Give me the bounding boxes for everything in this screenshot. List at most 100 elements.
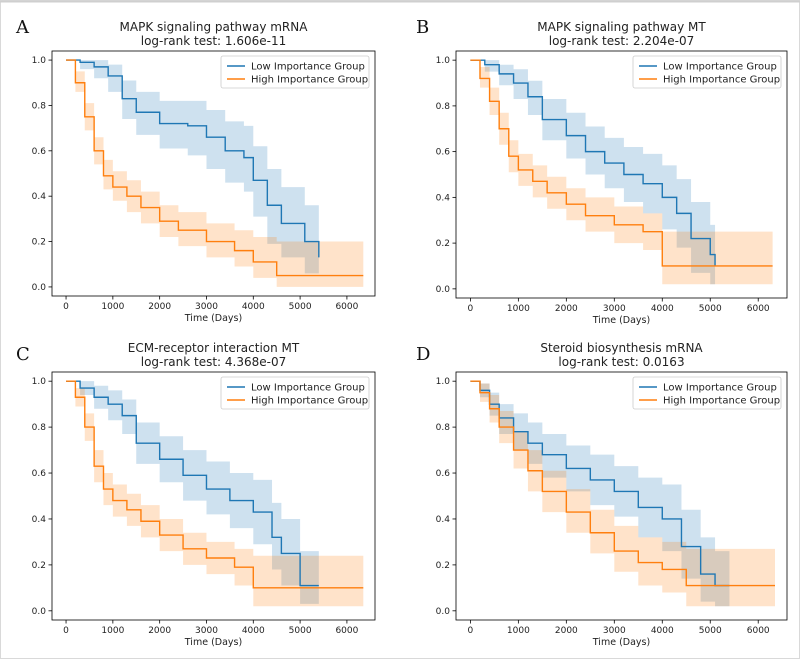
chart-title: Steroid biosynthesis mRNA xyxy=(540,341,703,355)
y-tick-label: 0.0 xyxy=(436,607,451,617)
axes-frame xyxy=(51,371,376,621)
panel-letter: A xyxy=(15,17,30,38)
y-tick-label: 1.0 xyxy=(436,56,451,66)
legend-label-low: Low Importance Group xyxy=(251,383,365,394)
legend-label-low: Low Importance Group xyxy=(663,383,777,394)
x-tick-label: 4000 xyxy=(242,626,265,636)
legend: Low Importance Group High Importance Grou… xyxy=(632,55,782,89)
y-tick-label: 0.0 xyxy=(32,283,47,293)
x-tick-label: 5000 xyxy=(289,626,312,636)
chart-title: MAPK signaling pathway mRNA xyxy=(120,20,309,34)
x-axis-label: Time (Days) xyxy=(592,315,650,326)
legend: Low Importance Group High Importance Grou… xyxy=(220,376,370,410)
y-tick-label: 0.6 xyxy=(436,148,451,158)
x-tick-label: 0 xyxy=(63,302,69,312)
axes-frame xyxy=(455,371,788,621)
survival-line-high xyxy=(470,59,773,267)
y-tick-label: 0.0 xyxy=(436,285,451,295)
panel-letter: D xyxy=(416,344,430,365)
chart-subtitle: log-rank test: 2.204e-07 xyxy=(549,34,695,48)
chart-title: MAPK signaling pathway MT xyxy=(537,20,706,34)
legend-label-high: High Importance Group xyxy=(663,396,780,407)
x-axis-label: Time (Days) xyxy=(184,637,242,648)
confidence-band-low xyxy=(66,60,319,283)
y-tick-label: 0.2 xyxy=(32,561,46,571)
confidence-band-low xyxy=(470,60,716,285)
legend: Low Importance Group High Importance Grou… xyxy=(632,376,782,410)
x-tick-label: 5000 xyxy=(699,626,722,636)
y-tick-label: 0.6 xyxy=(436,469,451,479)
y-tick-label: 0.8 xyxy=(32,101,47,111)
x-axis-label: Time (Days) xyxy=(184,313,242,324)
confidence-band-low xyxy=(470,381,730,607)
survival-line-low xyxy=(470,59,716,266)
x-tick-label: 2000 xyxy=(555,304,578,314)
axes-frame xyxy=(51,50,376,297)
x-tick-label: 1000 xyxy=(507,304,530,314)
x-tick-label: 0 xyxy=(468,304,474,314)
x-tick-label: 2000 xyxy=(148,626,171,636)
y-tick-label: 1.0 xyxy=(32,56,47,66)
y-tick-label: 0.2 xyxy=(436,561,450,571)
x-tick-label: 1000 xyxy=(101,302,124,312)
y-tick-label: 1.0 xyxy=(436,377,451,387)
plot-area xyxy=(66,59,364,287)
x-tick-label: 5000 xyxy=(699,304,722,314)
panel-letter: C xyxy=(16,344,30,365)
y-tick-label: 1.0 xyxy=(32,377,47,387)
x-axis-label: Time (Days) xyxy=(592,637,650,648)
y-tick-label: 0.2 xyxy=(32,238,46,248)
legend: Low Importance Group High Importance Grou… xyxy=(220,55,370,89)
confidence-band-high xyxy=(66,381,364,607)
survival-line-high xyxy=(66,380,364,589)
y-tick-label: 0.6 xyxy=(32,147,47,157)
legend-box xyxy=(220,376,370,410)
x-tick-label: 6000 xyxy=(335,626,358,636)
y-tick-label: 0.6 xyxy=(32,469,47,479)
x-tick-label: 1000 xyxy=(101,626,124,636)
x-tick-label: 2000 xyxy=(555,626,578,636)
legend-label-low: Low Importance Group xyxy=(251,62,365,73)
x-tick-label: 0 xyxy=(468,626,474,636)
x-tick-label: 4000 xyxy=(242,302,265,312)
x-tick-label: 4000 xyxy=(651,304,674,314)
x-tick-label: 2000 xyxy=(148,302,171,312)
legend-label-high: High Importance Group xyxy=(663,75,780,86)
x-tick-label: 4000 xyxy=(651,626,674,636)
y-tick-label: 0.4 xyxy=(436,515,451,525)
x-tick-label: 6000 xyxy=(747,626,770,636)
y-tick-label: 0.4 xyxy=(436,193,451,203)
legend-box xyxy=(220,55,370,89)
x-tick-label: 5000 xyxy=(289,302,312,312)
plot-area xyxy=(470,59,773,285)
survival-line-high xyxy=(66,59,364,277)
survival-line-low xyxy=(66,380,319,587)
survival-line-high xyxy=(470,380,776,587)
x-tick-label: 6000 xyxy=(747,304,770,314)
y-tick-label: 0.8 xyxy=(436,102,451,112)
x-tick-label: 6000 xyxy=(335,302,358,312)
x-tick-label: 1000 xyxy=(507,626,530,636)
x-tick-label: 0 xyxy=(63,626,69,636)
y-tick-label: 0.8 xyxy=(436,423,451,433)
y-tick-label: 0.4 xyxy=(32,515,47,525)
plot-area xyxy=(470,380,776,607)
legend-label-high: High Importance Group xyxy=(251,396,368,407)
chart-subtitle: log-rank test: 4.368e-07 xyxy=(141,355,287,369)
legend-box xyxy=(632,376,782,410)
confidence-band-high xyxy=(470,60,773,285)
y-tick-label: 0.4 xyxy=(32,192,47,202)
x-tick-label: 3000 xyxy=(603,304,626,314)
chart-subtitle: log-rank test: 0.0163 xyxy=(558,355,684,369)
x-tick-label: 3000 xyxy=(603,626,626,636)
chart-title: ECM-receptor interaction MT xyxy=(128,341,300,355)
legend-label-high: High Importance Group xyxy=(251,75,368,86)
confidence-band-high xyxy=(470,381,776,607)
survival-line-low xyxy=(470,380,730,587)
x-tick-label: 3000 xyxy=(195,302,218,312)
